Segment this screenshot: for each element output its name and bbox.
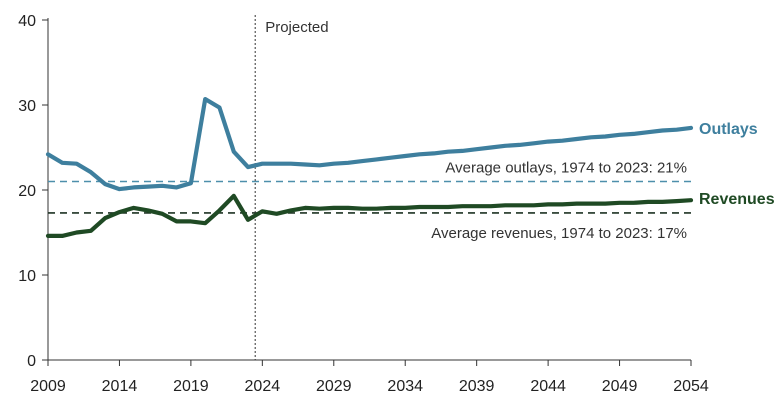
x-tick-label: 2009 xyxy=(30,378,66,395)
projected-label: Projected xyxy=(265,19,328,36)
x-axis: 2009 2014 2019 2024 2029 2034 2039 2044 2049 2054 xyxy=(30,359,709,395)
y-tick-label: 0 xyxy=(27,353,36,370)
x-tick-label: 2029 xyxy=(316,378,352,395)
y-tick-label: 40 xyxy=(18,13,36,30)
average-revenues-label: Average revenues, 1974 to 2023: 17% xyxy=(431,225,687,242)
x-tick-label: 2014 xyxy=(102,378,138,395)
series-lines xyxy=(45,96,694,238)
y-tick-label: 10 xyxy=(18,268,36,285)
x-tick-label: 2044 xyxy=(530,378,566,395)
outlays-line xyxy=(45,96,694,192)
average-outlays-label: Average outlays, 1974 to 2023: 21% xyxy=(445,160,687,177)
y-axis: 0 10 20 30 40 xyxy=(18,13,49,370)
x-tick-label: 2024 xyxy=(245,378,281,395)
x-tick-label: 2034 xyxy=(387,378,423,395)
x-tick-label: 2054 xyxy=(673,378,709,395)
revenues-line xyxy=(45,193,694,238)
y-tick-label: 30 xyxy=(18,98,36,115)
projected-marker: Projected xyxy=(254,15,329,360)
x-tick-label: 2019 xyxy=(173,378,209,395)
revenues-label: Revenues xyxy=(699,191,775,208)
average-labels: Average outlays, 1974 to 2023: 21% Averag… xyxy=(431,160,687,242)
series-labels: Outlays Revenues xyxy=(699,121,775,208)
outlays-label: Outlays xyxy=(699,121,758,138)
x-tick-label: 2049 xyxy=(602,378,638,395)
x-tick-label: 2039 xyxy=(459,378,495,395)
y-tick-label: 20 xyxy=(18,183,36,200)
